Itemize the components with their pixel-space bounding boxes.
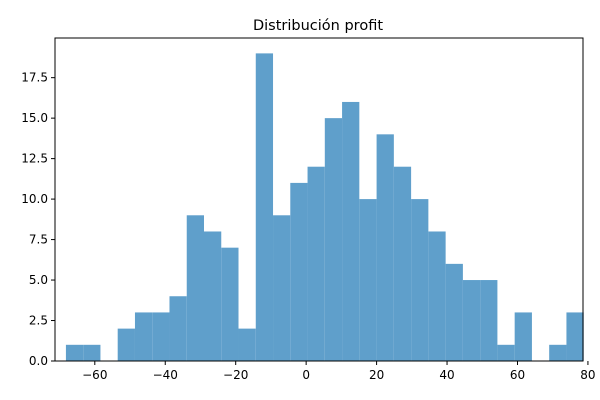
x-tick-label: 0 — [302, 368, 310, 382]
histogram-bar — [186, 215, 204, 361]
x-tick-label: 60 — [510, 368, 525, 382]
histogram-bar — [462, 280, 481, 361]
histogram-bar — [445, 263, 463, 361]
histogram-bar — [273, 215, 291, 361]
x-tick-label: 80 — [580, 368, 595, 382]
histogram-bar — [359, 199, 377, 361]
x-tick-label: −20 — [223, 368, 248, 382]
y-tick-label: 5.0 — [29, 273, 48, 287]
histogram-bar — [204, 231, 222, 361]
histogram-bar — [221, 247, 239, 361]
y-tick-label: 0.0 — [29, 354, 48, 368]
histogram-bar — [169, 296, 187, 361]
histogram-bar — [549, 344, 567, 361]
y-tick-label: 17.5 — [21, 71, 48, 85]
y-tick-label: 7.5 — [29, 233, 48, 247]
histogram-bar — [134, 312, 153, 361]
histogram-bar — [238, 328, 256, 361]
histogram-bar — [514, 312, 532, 361]
histogram-bar — [117, 328, 135, 361]
histogram-bar — [65, 344, 84, 361]
histogram-bar — [376, 134, 394, 361]
histogram-bar — [411, 199, 429, 361]
x-tick-label: −60 — [82, 368, 107, 382]
histogram-bar — [83, 344, 101, 361]
histogram-bar — [290, 182, 308, 361]
histogram-bar — [324, 118, 343, 361]
x-tick-label: −40 — [153, 368, 178, 382]
histogram-bar — [497, 344, 515, 361]
histogram-bar — [307, 166, 325, 361]
x-tick-label: 40 — [439, 368, 454, 382]
histogram-bar — [566, 312, 584, 361]
chart-title: Distribución profit — [253, 18, 383, 34]
y-tick-label: 10.0 — [21, 192, 48, 206]
histogram-bar — [255, 53, 274, 361]
y-tick-label: 15.0 — [21, 111, 48, 125]
histogram-bar — [393, 166, 412, 361]
x-axis: −60 −40 −20 0 20 40 60 80 — [82, 361, 596, 382]
y-axis: 0.0 2.5 5.0 7.5 10.0 12.5 15.0 17.5 — [21, 71, 55, 368]
y-tick-label: 12.5 — [21, 152, 48, 166]
x-tick-label: 20 — [369, 368, 384, 382]
histogram-bar — [342, 101, 360, 361]
plot-frame — [54, 37, 584, 362]
histogram-bar — [428, 231, 446, 361]
bars-group — [65, 53, 584, 361]
histogram-bar — [480, 280, 498, 361]
histogram-bar — [152, 312, 170, 361]
y-tick-label: 2.5 — [29, 314, 48, 328]
